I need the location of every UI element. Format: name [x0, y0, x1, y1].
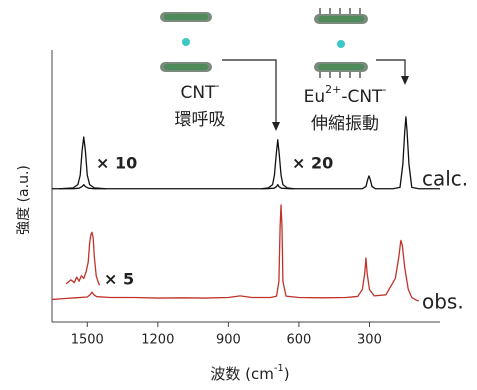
x-axis-label-end: ) [284, 365, 290, 383]
x-tick-label: 1200 [141, 333, 174, 348]
annotation-text: 環呼吸 [175, 110, 226, 130]
x-tick-label: 300 [357, 333, 382, 348]
annotation-text: CNT [181, 83, 217, 103]
annotation-sup: - [216, 79, 220, 92]
spectrum-line [261, 140, 294, 189]
x-tick-label: 900 [216, 333, 241, 348]
x-axis-label-text: 波数 (cm [210, 365, 273, 383]
page: {"chart_data": { "type": "line", "y_labe… [0, 0, 477, 386]
x-tick-label: 600 [286, 333, 311, 348]
molecule-stretch [314, 8, 368, 78]
arrow-head [272, 122, 280, 131]
annotation: Eu2+-CNT- [304, 83, 387, 107]
annotation: 環呼吸 [175, 110, 226, 130]
series-label: calc. [422, 167, 468, 191]
spectrum-line [66, 232, 99, 285]
annotation-sup: - [382, 83, 386, 96]
annotation-text: -CNT [341, 87, 383, 107]
series-label: × 5 [104, 270, 134, 289]
arrow [376, 60, 405, 80]
annotation: 伸縮振動 [311, 114, 379, 134]
series-label: obs. [422, 290, 464, 314]
arrow [222, 60, 276, 126]
annotation: CNT- [181, 79, 220, 103]
x-axis-label-sup: -1 [274, 363, 284, 374]
annotation-text: 伸縮振動 [311, 114, 379, 134]
chart: 強度 (a.u.) 波数 (cm-1) 1500 1200 900 600 300 CNT… [0, 0, 477, 386]
series-label: × 20 [292, 154, 333, 173]
molecule-crm [160, 12, 212, 72]
y-axis-label: 強度 (a.u.) [16, 165, 32, 235]
series-label: × 10 [96, 154, 137, 173]
arrow-head [401, 76, 409, 85]
x-tick-label: 1500 [71, 333, 104, 348]
annotation-sup: 2+ [325, 83, 341, 96]
annotation-text: Eu [304, 87, 326, 107]
x-axis-label: 波数 (cm-1) [210, 363, 289, 383]
